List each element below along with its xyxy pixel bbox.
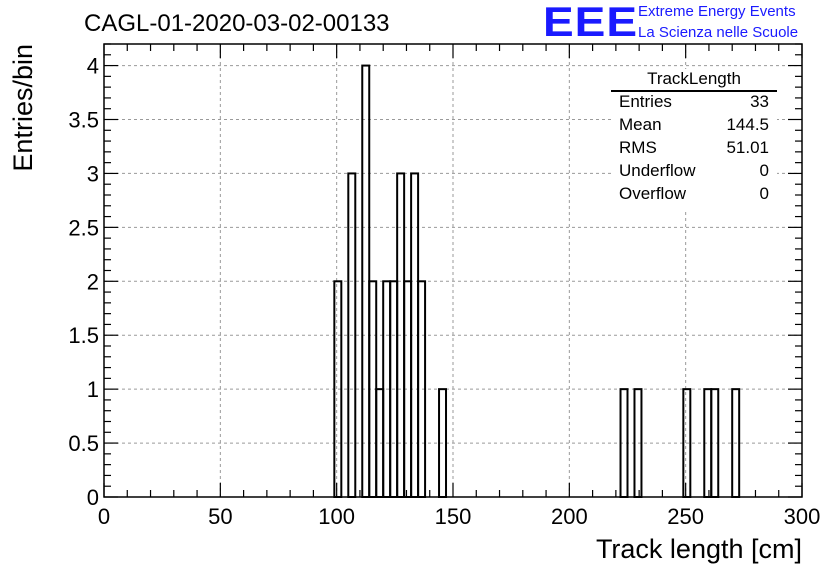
x-tick-label: 250 (667, 504, 704, 529)
y-tick-label: 0.5 (68, 431, 99, 456)
stats-key: Entries (619, 92, 672, 111)
x-tick-label: 50 (208, 504, 232, 529)
branding-line-1: Extreme Energy Events (638, 3, 796, 20)
stats-value: 0 (759, 161, 769, 180)
stats-key: Overflow (619, 184, 687, 203)
stats-value: 33 (750, 92, 769, 111)
eee-logo: EEE (543, 0, 639, 46)
stats-key: Underflow (619, 161, 696, 180)
y-tick-label: 1 (87, 377, 99, 402)
y-tick-label: 2.5 (68, 215, 99, 240)
y-tick-label: 1.5 (68, 323, 99, 348)
stats-box-title: TrackLength (647, 69, 741, 88)
stats-value: 51.01 (726, 138, 769, 157)
stats-value: 0 (759, 184, 769, 203)
y-tick-label: 3 (87, 161, 99, 186)
branding-line-2: La Scienza nelle Scuole (638, 24, 799, 41)
chart-title: CAGL-01-2020-03-02-00133 (84, 10, 390, 37)
stats-value: 144.5 (726, 115, 769, 134)
y-tick-label: 0 (87, 485, 99, 510)
x-tick-label: 200 (551, 504, 588, 529)
y-tick-label: 4 (87, 54, 99, 79)
stats-box: TrackLength Entries 33 Mean 144.5 RMS 51… (611, 69, 777, 209)
x-axis-label: Track length [cm] (596, 534, 802, 564)
x-tick-label: 300 (784, 504, 821, 529)
x-tick-label: 150 (435, 504, 472, 529)
x-tick-label: 0 (98, 504, 110, 529)
y-axis-label: Entries/bin (8, 44, 38, 172)
x-tick-label: 100 (318, 504, 355, 529)
y-tick-label: 3.5 (68, 108, 99, 133)
stats-box-separator (611, 90, 777, 92)
stats-key: Mean (619, 115, 662, 134)
y-tick-label: 2 (87, 269, 99, 294)
stats-key: RMS (619, 138, 657, 157)
